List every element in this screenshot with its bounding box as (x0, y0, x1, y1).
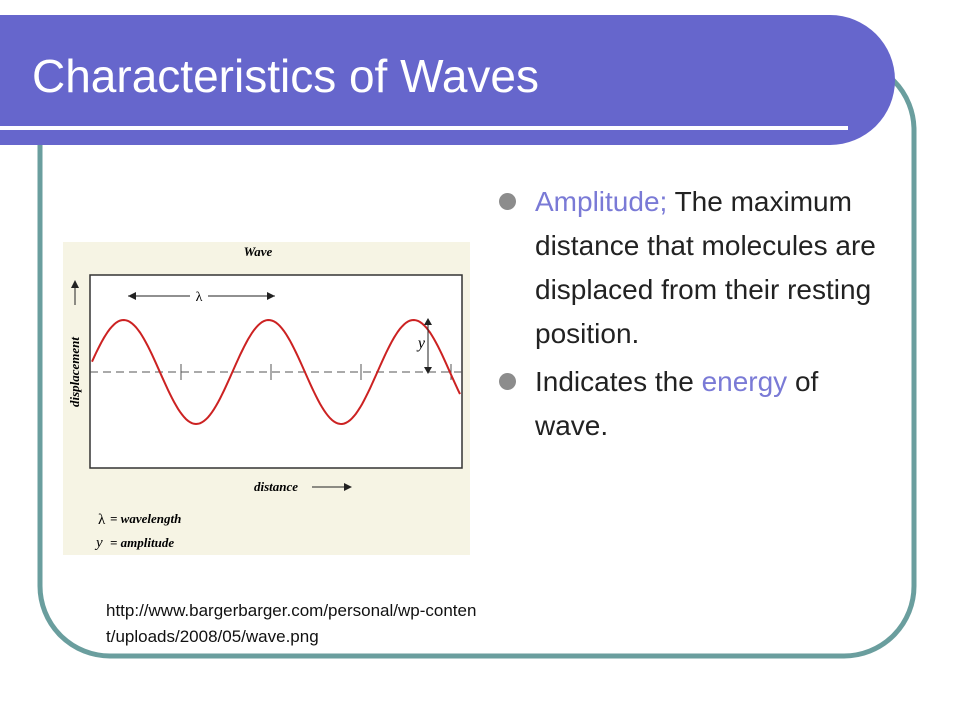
legend-text: = wavelength (110, 511, 181, 526)
label-bg (190, 289, 208, 303)
bullet-text: Indicates the (535, 366, 702, 397)
legend-text: = amplitude (110, 535, 174, 550)
x-axis-label: distance (254, 479, 298, 494)
arrowhead (71, 280, 79, 288)
wave-curve (91, 318, 461, 426)
bullet-list: Amplitude; The maximum distance that mol… (499, 180, 895, 452)
y-axis-label: displacement (67, 337, 82, 407)
bullet-text: The maximum distance that molecules are … (535, 186, 876, 349)
amplitude-mark: y (416, 335, 426, 352)
title-bar (0, 15, 895, 145)
bullet-text: of wave. (535, 366, 819, 441)
wavelength-ticks (180, 364, 452, 380)
wave-figure: Wave λ displacement distance y λ = wavel… (63, 242, 470, 555)
highlighted-text: energy (701, 366, 788, 397)
lambda-label: λ (196, 290, 203, 305)
image-caption: http://www.bargerbarger.com/personal/wp-… (106, 601, 477, 646)
highlighted-text: Amplitude; (535, 186, 668, 217)
bullet: Amplitude; The maximum distance that mol… (499, 180, 895, 356)
slide-title: Characteristics of Waves (32, 50, 539, 102)
arrowhead (344, 483, 352, 491)
figure-title: Wave (244, 244, 273, 259)
legend-symbol: λ (98, 512, 106, 528)
legend-symbol: y (94, 535, 103, 551)
bullet: Indicates the energy of wave. (499, 360, 895, 448)
